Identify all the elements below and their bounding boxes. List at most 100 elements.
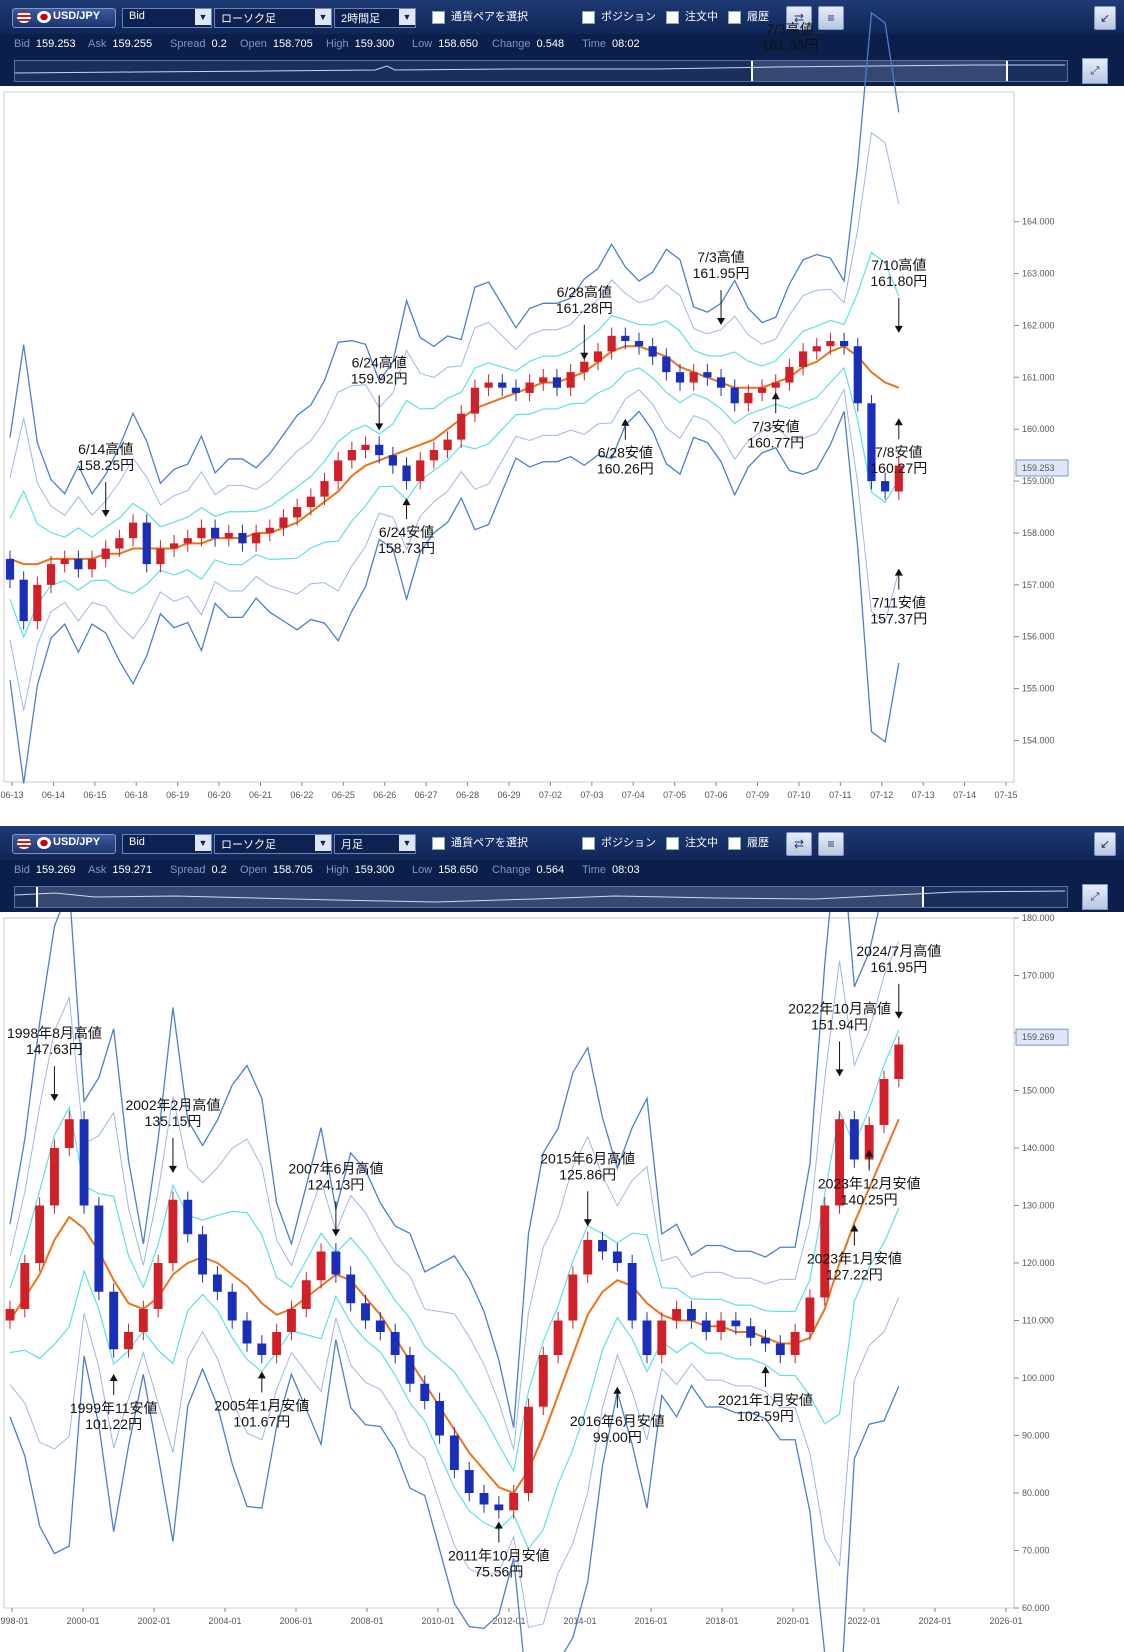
chevron-down-icon: ▼ (399, 835, 415, 851)
checkbox[interactable] (432, 10, 445, 24)
arrowhead (835, 1069, 844, 1077)
candlestick-chart: 154.000 155.000 156.000 157.000 158.000 159.0… (0, 11, 1069, 800)
annotation-label: 158.73円 (378, 540, 435, 556)
candle-body (675, 372, 685, 383)
ask-label: Ask (88, 38, 107, 50)
candle-body (156, 548, 165, 565)
candle-body (538, 1355, 548, 1407)
arrowhead (168, 1165, 177, 1173)
time-value: 08:02 (612, 38, 640, 50)
candle-body (242, 1320, 252, 1344)
list-icon[interactable]: ≡ (818, 832, 844, 856)
position-toggle[interactable]: ポジション (582, 834, 672, 852)
timeframe-select[interactable]: 月足 ▼ (334, 834, 416, 854)
collapse-icon[interactable]: ↙ (1094, 832, 1116, 856)
candle-body (552, 377, 562, 388)
checkbox[interactable] (582, 836, 595, 850)
list-icon[interactable]: ≡ (818, 6, 844, 30)
navigator-window[interactable] (751, 61, 1008, 81)
candle-body (124, 1332, 133, 1350)
history-toggle[interactable]: 履歴 (728, 8, 788, 26)
candle-body (420, 1383, 430, 1401)
checkbox[interactable] (666, 836, 679, 850)
swap-icon[interactable]: ⇄ (786, 6, 812, 30)
x-tick-label: 07-12 (870, 790, 893, 800)
checkbox[interactable] (728, 10, 741, 24)
price-type-select[interactable]: Bid ▼ (122, 8, 212, 28)
candle-body (894, 1044, 904, 1079)
time-label: Time (582, 864, 607, 876)
candle-body (183, 1199, 193, 1235)
currency-pair-button[interactable]: USD/JPY (12, 834, 116, 854)
jp-flag-icon (37, 837, 51, 849)
annotation-label: 2015年6月高値 (540, 1150, 635, 1166)
candle-body (539, 377, 548, 383)
checkbox[interactable] (728, 836, 741, 850)
arrowhead (894, 1011, 903, 1019)
x-tick-label: 2010-01 (421, 1616, 454, 1626)
spread-value: 0.2 (211, 38, 227, 50)
orders-toggle[interactable]: 注文中 (666, 834, 736, 852)
candle-body (33, 584, 42, 622)
change-value: 0.564 (536, 864, 565, 876)
expand-icon[interactable]: ⤢ (1082, 58, 1108, 84)
candle-body (470, 387, 480, 414)
x-tick-label: 06-18 (125, 790, 148, 800)
y-tick-label: 90.000 (1022, 1431, 1050, 1441)
annotation-label: 6/14高値 (78, 441, 133, 457)
chevron-down-icon: ▼ (195, 9, 211, 25)
price-type-select[interactable]: Bid ▼ (122, 834, 212, 854)
candle-body (662, 356, 671, 373)
annotation-label: 147.63円 (26, 1041, 83, 1057)
annotation-label: 160.77円 (747, 434, 804, 450)
annotation-label: 2023年12月安値 (818, 1176, 921, 1192)
pair-label: USD/JPY (53, 835, 101, 848)
currency-pair-button[interactable]: USD/JPY (12, 8, 116, 28)
annotation-label: 75.56円 (474, 1564, 523, 1580)
annotation-label: 124.13円 (307, 1176, 364, 1192)
timeframe-select[interactable]: 2時間足 ▼ (334, 8, 416, 28)
plot-area (3, 91, 1015, 783)
timeframe-value: 2時間足 (341, 13, 381, 25)
arrowhead (850, 1224, 859, 1232)
x-tick-label: 06-22 (290, 790, 313, 800)
candle-body (227, 1291, 237, 1321)
navigator-window[interactable] (36, 887, 924, 907)
candle-body (101, 548, 110, 559)
chart-type-select[interactable]: ローソク足 ▼ (214, 834, 332, 854)
select-pair-toggle[interactable]: 通貨ペアを選択 (432, 834, 562, 852)
navigator-track[interactable] (14, 60, 1068, 82)
annotation-label: 2024/7月高値 (856, 943, 941, 959)
candle-body (238, 532, 247, 544)
position-toggle[interactable]: ポジション (582, 8, 672, 26)
low-label: Low (412, 38, 433, 50)
annotation-label: 161.80円 (870, 273, 927, 289)
checkbox[interactable] (582, 10, 595, 24)
checkbox[interactable] (432, 836, 445, 850)
chevron-down-icon: ▼ (195, 835, 211, 851)
checkbox[interactable] (666, 10, 679, 24)
history-toggle[interactable]: 履歴 (728, 834, 788, 852)
candle-body (716, 377, 726, 388)
chart-type-select[interactable]: ローソク足 ▼ (214, 8, 332, 28)
x-tick-label: 07-09 (746, 790, 769, 800)
candle-body (826, 341, 835, 347)
candle-body (375, 1320, 385, 1332)
navigator-track[interactable] (14, 886, 1068, 908)
select-pair-toggle[interactable]: 通貨ペアを選択 (432, 8, 562, 26)
chart-panel-2h: USD/JPY Bid ▼ ローソク足 ▼ 2時間足 ▼ 通貨ペアを選択 ポジション … (0, 0, 1124, 820)
swap-icon[interactable]: ⇄ (786, 832, 812, 856)
collapse-icon[interactable]: ↙ (1094, 6, 1116, 30)
arrowhead (331, 1229, 340, 1237)
y-tick-label: 156.000 (1022, 632, 1055, 642)
x-tick-label: 07-05 (663, 790, 686, 800)
annotation-label: 6/24安値 (379, 524, 434, 540)
expand-icon[interactable]: ⤢ (1082, 884, 1108, 910)
bid-value: 159.269 (35, 864, 76, 876)
y-tick-label: 120.000 (1022, 1258, 1055, 1268)
orders-toggle[interactable]: 注文中 (666, 8, 736, 26)
change-value: 0.548 (536, 38, 565, 50)
x-tick-label: 07-14 (953, 790, 976, 800)
chevron-down-icon: ▼ (399, 9, 415, 25)
high-label: High (326, 38, 349, 50)
